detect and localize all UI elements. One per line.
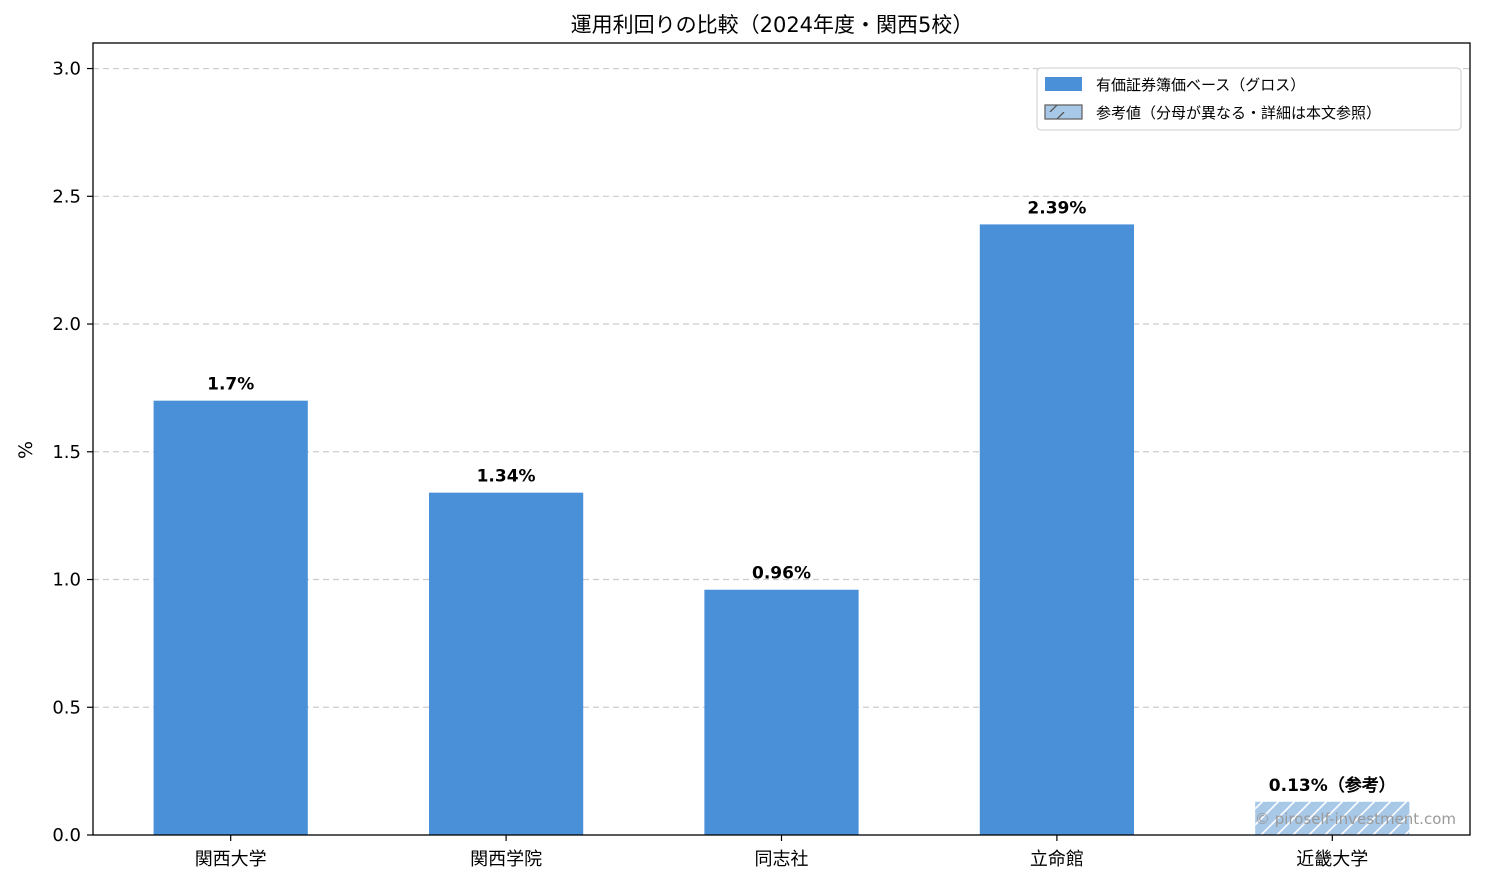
y-tick-label: 2.0 xyxy=(52,314,81,335)
data-label: 2.39% xyxy=(1027,198,1086,218)
data-label: 1.34% xyxy=(477,467,536,487)
bars xyxy=(153,224,1410,835)
data-label: 0.96% xyxy=(752,564,811,584)
data-label: 0.13%（参考） xyxy=(1269,775,1396,796)
legend-swatch-hatch-lines xyxy=(1045,105,1082,119)
legend-swatch-solid xyxy=(1045,77,1082,91)
y-tick-label: 3.0 xyxy=(52,59,81,80)
x-axis-ticks: 関西大学 関西学院 同志社 立命館 近畿大学 xyxy=(195,835,1368,870)
y-axis-label: % xyxy=(15,441,37,459)
y-tick-label: 1.5 xyxy=(52,442,81,463)
data-label: 1.7% xyxy=(207,375,254,395)
bar xyxy=(979,224,1135,835)
x-tick-label: 立命館 xyxy=(1030,849,1084,870)
data-labels: 1.7% 1.34% 0.96% 2.39% 0.13%（参考） xyxy=(207,198,1396,795)
bar xyxy=(428,492,584,835)
x-tick-label: 近畿大学 xyxy=(1296,849,1368,870)
y-tick-label: 0.0 xyxy=(52,825,81,846)
chart-title: 運用利回りの比較（2024年度・関西5校） xyxy=(571,13,974,37)
bar xyxy=(704,589,859,835)
legend: 有価証券簿価ベース（グロス） 参考値（分母が異なる・詳細は本文参照） xyxy=(1036,67,1462,131)
legend-label-solid: 有価証券簿価ベース（グロス） xyxy=(1096,76,1305,94)
y-tick-label: 2.5 xyxy=(52,186,81,207)
legend-box xyxy=(1036,67,1462,131)
watermark: © piroself-investment.com xyxy=(1255,810,1456,828)
x-tick-label: 関西大学 xyxy=(195,849,267,870)
bar xyxy=(153,400,308,835)
legend-label-hatched: 参考値（分母が異なる・詳細は本文参照） xyxy=(1096,104,1381,122)
y-tick-label: 0.5 xyxy=(52,697,81,718)
y-axis-ticks: 0.0 0.5 1.0 1.5 2.0 2.5 3.0 xyxy=(52,59,93,846)
y-tick-label: 1.0 xyxy=(52,570,81,591)
x-tick-label: 関西学院 xyxy=(470,849,542,870)
x-tick-label: 同志社 xyxy=(755,849,809,870)
bar-hatch xyxy=(1255,801,1410,835)
